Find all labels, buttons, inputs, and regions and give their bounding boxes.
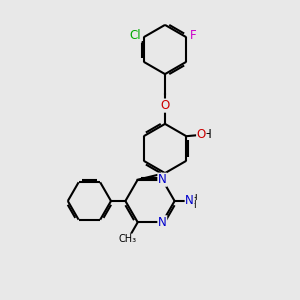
- Text: CH₃: CH₃: [119, 234, 137, 244]
- Text: H: H: [203, 128, 212, 141]
- Text: O: O: [160, 99, 169, 112]
- Text: Cl: Cl: [130, 29, 141, 42]
- Text: H: H: [189, 200, 196, 211]
- Text: N: N: [158, 173, 167, 186]
- Text: F: F: [190, 29, 196, 42]
- Text: H: H: [190, 194, 197, 205]
- Text: O: O: [197, 128, 206, 141]
- Text: N: N: [158, 216, 167, 229]
- Text: N: N: [185, 194, 194, 208]
